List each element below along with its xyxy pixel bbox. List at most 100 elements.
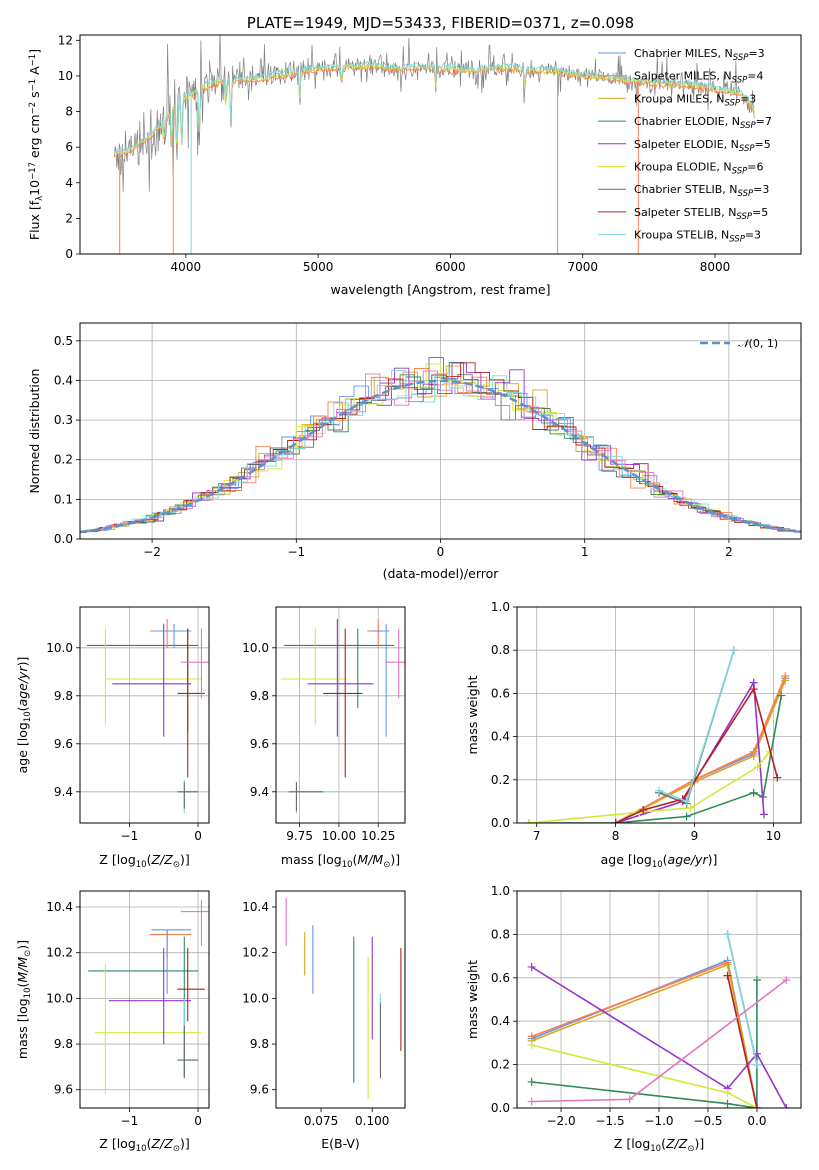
y-tick-label: 10.4 bbox=[242, 900, 269, 914]
x-tick-label: 10.00 bbox=[322, 829, 356, 843]
series-line-salpeter_elodie bbox=[531, 966, 788, 1108]
x-tick-label: 0.0 bbox=[747, 1114, 766, 1128]
data-point bbox=[682, 797, 691, 806]
y-tick-label: 0.8 bbox=[491, 927, 510, 941]
data-point bbox=[639, 806, 648, 815]
y-tick-label: 0.3 bbox=[54, 413, 73, 427]
y-tick-label: 10 bbox=[58, 69, 73, 83]
y-tick-label: 0.4 bbox=[491, 1014, 510, 1028]
data-point bbox=[759, 810, 768, 819]
error-cross-kroupa_elodie bbox=[104, 628, 202, 725]
axes-weight_vs_age: 7 8 9 10 0.0 0.2 0.4 0.6 0.8 1.0 age [log10(age/yr… bbox=[465, 600, 802, 870]
y-tick-label: 8 bbox=[65, 105, 73, 119]
y-tick-label: 0.8 bbox=[491, 643, 510, 657]
histogram-kroupa_stelib bbox=[80, 370, 801, 533]
x-tick-label: 8 bbox=[612, 829, 620, 843]
plot-area bbox=[527, 930, 791, 1108]
series-line-kroupa_stelib bbox=[726, 934, 758, 1065]
series-line-salpeter_stelib bbox=[726, 975, 758, 1108]
data-point bbox=[723, 971, 732, 980]
y-tick-label: 9.6 bbox=[250, 1083, 269, 1097]
error-cross-salpeter_elodie bbox=[112, 623, 192, 737]
data-point bbox=[752, 1104, 761, 1108]
y-tick-label: 9.8 bbox=[250, 1037, 269, 1051]
y-tick-label: 0.2 bbox=[491, 773, 510, 787]
legend-label: Kroupa ELODIE, NSSP=6 bbox=[634, 161, 764, 177]
data-point bbox=[749, 752, 758, 761]
error-cross-salpeter_elodie bbox=[307, 619, 374, 737]
y-tick-label: 1.0 bbox=[491, 600, 510, 614]
x-axis-label: E(B-V) bbox=[321, 1136, 360, 1151]
axes-mass_vs_EBV: 0.075 0.100 9.6 9.8 10.0 10.2 10.4 E(B-V) bbox=[242, 890, 406, 1151]
error-cross-chabrier_stelib bbox=[288, 782, 324, 811]
data-point bbox=[723, 1088, 732, 1097]
axes-age_vs_Z: −1 0 9.4 9.6 9.8 10.0 Z [log10(Z/Z⊙)] age [log1… bbox=[15, 606, 210, 870]
y-tick-label: 0.0 bbox=[491, 816, 510, 830]
axes-frame bbox=[516, 890, 802, 1109]
y-tick-label: 0.0 bbox=[491, 1101, 510, 1115]
x-tick-label: 8000 bbox=[700, 260, 731, 274]
y-axis-label: mass weight bbox=[465, 960, 480, 1039]
y-axis-label: Normed distribution bbox=[27, 369, 42, 494]
error-cross-chabrier_miles bbox=[153, 623, 192, 648]
y-tick-label: 4 bbox=[65, 176, 73, 190]
y-tick-label: 9.4 bbox=[250, 785, 269, 799]
data-point bbox=[655, 786, 663, 795]
axes-frame bbox=[79, 34, 802, 255]
y-tick-label: 10.0 bbox=[46, 991, 73, 1005]
x-tick-label: 1 bbox=[581, 545, 589, 559]
histogram-pink bbox=[80, 370, 801, 533]
data-point bbox=[625, 1095, 634, 1104]
x-axis-label-text: Z [log10(Z/Z⊙)] bbox=[99, 852, 189, 870]
y-tick-label: 0.4 bbox=[491, 730, 510, 744]
data-point bbox=[781, 676, 790, 685]
y-tick-label: 12 bbox=[58, 33, 73, 47]
plot-area bbox=[88, 900, 209, 1095]
x-tick-label: 7000 bbox=[567, 260, 598, 274]
legend-label: Chabrier STELIB, NSSP=3 bbox=[634, 183, 769, 199]
data-point bbox=[682, 812, 691, 821]
legend-label: Salpeter STELIB, NSSP=5 bbox=[634, 206, 768, 222]
data-point bbox=[611, 819, 620, 823]
legend-label: Salpeter ELODIE, NSSP=5 bbox=[634, 138, 771, 154]
data-point bbox=[729, 646, 738, 655]
y-axis-label: mass [log10(M/M⊙)] bbox=[15, 940, 33, 1059]
data-point bbox=[777, 691, 786, 700]
data-point bbox=[723, 960, 732, 969]
x-tick-label: 0 bbox=[194, 1114, 202, 1128]
data-point bbox=[782, 975, 791, 984]
data-point bbox=[752, 975, 761, 984]
y-tick-label: 10.2 bbox=[242, 946, 269, 960]
error-cross-salpeter_miles bbox=[149, 619, 192, 648]
legend: Chabrier MILES, NSSP=3 Salpeter MILES, NS… bbox=[598, 47, 772, 245]
error-cross-chabrier_stelib bbox=[177, 1025, 199, 1077]
y-tick-label: 9.6 bbox=[54, 737, 73, 751]
error-cross-pink bbox=[386, 628, 405, 699]
y-tick-label: 10.0 bbox=[242, 991, 269, 1005]
y-tick-label: 0.0 bbox=[54, 532, 73, 546]
y-tick-label: 0.2 bbox=[54, 453, 73, 467]
model-fit-kroupa_stelib bbox=[114, 60, 756, 154]
x-axis-label: mass [log10(M/M⊙)] bbox=[281, 852, 400, 870]
y-tick-label: 9.8 bbox=[250, 689, 269, 703]
axes-weight_vs_Z: −2.0 −1.5 −1.0 −0.5 0.0 0.0 0.2 0.4 0.6 0.8 1.0 Z [… bbox=[465, 884, 802, 1154]
legend-label: Kroupa STELIB, NSSP=3 bbox=[634, 229, 761, 245]
y-tick-label: 0.5 bbox=[54, 334, 73, 348]
error-cross-chabrier_miles bbox=[151, 929, 192, 994]
series-line-chabrier_elodie bbox=[531, 980, 758, 1108]
axes-mass_vs_Z: −1 0 9.6 9.8 10.0 10.2 10.4 Z [log10(Z/Z⊙)] mass… bbox=[15, 890, 210, 1154]
y-tick-label: 10.4 bbox=[46, 900, 73, 914]
data-point bbox=[723, 930, 732, 939]
x-axis-label: Z [log10(Z/Z⊙)] bbox=[99, 1136, 189, 1154]
x-tick-label: 6000 bbox=[435, 260, 466, 274]
x-tick-label: −1.5 bbox=[595, 1114, 624, 1128]
x-axis-label: Z [log10(Z/Z⊙)] bbox=[614, 1136, 704, 1154]
error-cross-salpeter_stelib bbox=[177, 948, 205, 1022]
y-tick-label: 0 bbox=[65, 247, 73, 261]
y-tick-label: 2 bbox=[65, 211, 73, 225]
data-point bbox=[527, 962, 536, 971]
y-tick-label: 0.1 bbox=[54, 492, 73, 506]
x-tick-label: 10.25 bbox=[361, 829, 395, 843]
legend-label: 𝒩(0, 1) bbox=[738, 337, 778, 350]
